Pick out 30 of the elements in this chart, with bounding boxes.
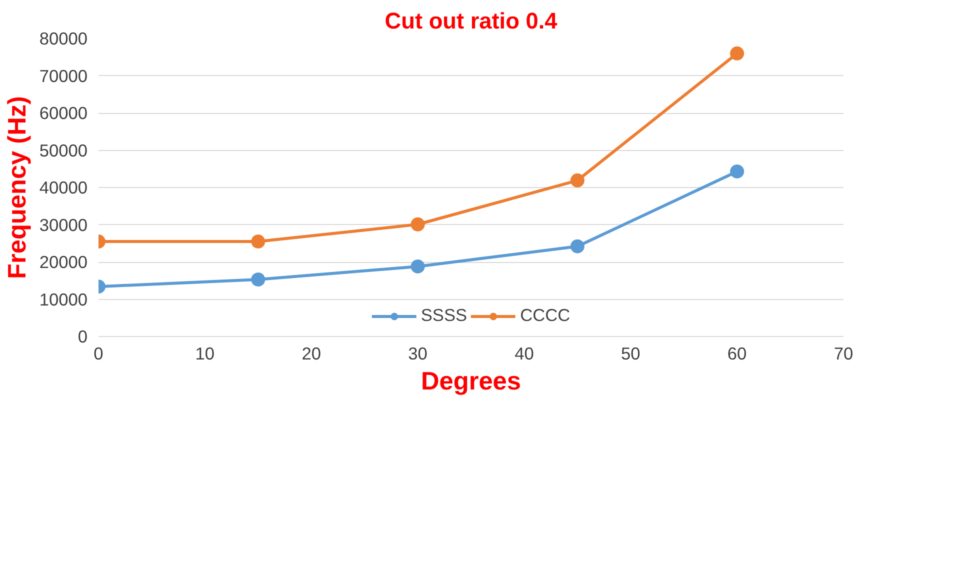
x-tick-label: 30: [408, 344, 428, 364]
y-tick-label: 80000: [39, 28, 88, 48]
x-tick-label: 50: [621, 344, 640, 364]
chart-title: Cut out ratio 0.4: [384, 8, 558, 34]
point: [410, 217, 425, 232]
y-tick-label: 70000: [39, 66, 88, 86]
x-tick-label: 70: [834, 344, 854, 364]
point: [730, 46, 744, 60]
legend-label: SSSS: [420, 305, 468, 326]
x-tick-label: 60: [727, 344, 747, 364]
y-tick-label: 0: [78, 326, 88, 346]
y-tick-label: 20000: [39, 252, 88, 272]
point: [570, 173, 584, 188]
x-tick-label: 10: [195, 344, 215, 364]
y-tick-label: 10000: [39, 289, 88, 310]
x-axis-title: Degrees: [421, 368, 521, 396]
y-tick-label: 50000: [39, 140, 88, 160]
point: [251, 272, 266, 286]
y-tick-label: 30000: [39, 214, 88, 235]
y-axis-title: Frequency (Hz): [3, 96, 32, 279]
x-tick-label: 20: [302, 344, 321, 364]
point: [730, 164, 744, 178]
point: [251, 234, 266, 248]
x-tick-label: 0: [94, 344, 104, 364]
legend-label: CCCC: [520, 305, 570, 326]
point: [410, 259, 425, 274]
point: [570, 239, 584, 254]
x-tick-label: 40: [514, 344, 534, 364]
y-tick-label: 60000: [39, 103, 88, 123]
y-tick-label: 40000: [39, 178, 88, 198]
